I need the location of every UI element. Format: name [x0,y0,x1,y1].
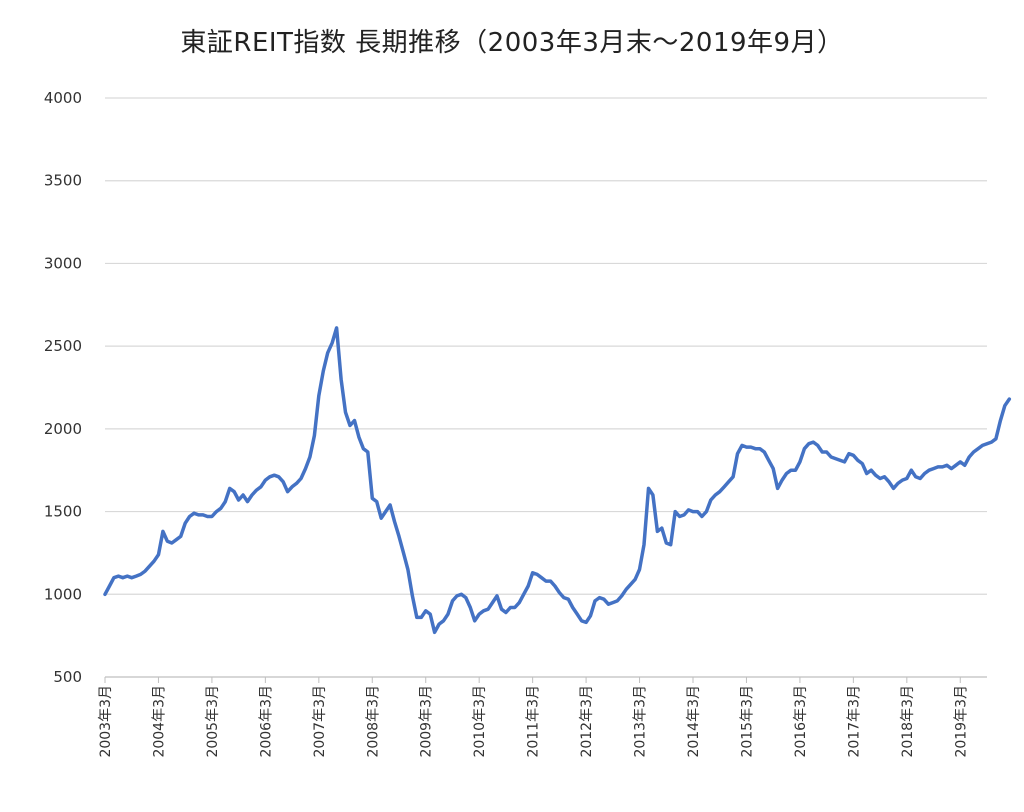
x-tick-label: 2012年3月 [579,685,595,758]
y-tick-label: 1500 [44,503,82,521]
x-tick-label: 2011年3月 [526,685,542,758]
y-tick-label: 2500 [44,337,82,355]
x-tick-label: 2007年3月 [312,685,328,758]
y-tick-label: 4000 [44,89,82,107]
x-tick-label: 2010年3月 [472,685,488,758]
x-tick-label: 2008年3月 [365,685,381,758]
x-tick-label: 2014年3月 [686,685,702,758]
x-tick-label: 2003年3月 [98,685,114,758]
series-line [103,326,1012,635]
y-tick-label: 1000 [44,585,82,603]
x-tick-label: 2004年3月 [151,685,167,758]
x-tick-label: 2013年3月 [633,685,649,758]
x-tick-label: 2017年3月 [846,685,862,758]
series [103,326,1012,635]
chart-title: 東証REIT指数 長期推移（2003年3月末～2019年9月） [180,28,844,58]
x-axis-ticks: 2003年3月 2004年3月 2005年3月 2006年3月 2007年3月 2008年… [98,677,969,758]
x-tick-label: 2006年3月 [258,685,274,758]
x-tick-label: 2009年3月 [419,685,435,758]
y-tick-label: 3500 [44,172,82,190]
x-tick-label: 2015年3月 [739,685,755,758]
y-tick-label: 2000 [44,420,82,438]
gridlines [105,97,987,678]
x-tick-label: 2018年3月 [900,685,916,758]
y-axis-ticks: 500 1000 1500 2000 2500 3000 3500 4000 [44,89,82,686]
x-tick-label: 2005年3月 [205,685,221,758]
y-tick-label: 3000 [44,254,82,272]
x-tick-label: 2019年3月 [953,685,969,758]
x-tick-label: 2016年3月 [793,685,809,758]
y-tick-label: 500 [53,668,82,686]
